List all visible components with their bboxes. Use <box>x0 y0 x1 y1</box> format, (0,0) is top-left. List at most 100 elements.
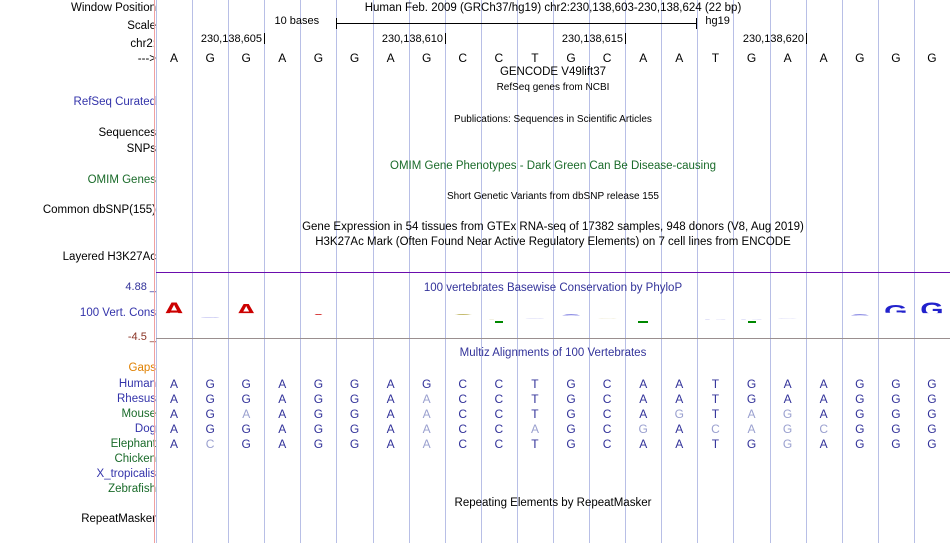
alignment-base: A <box>422 392 431 406</box>
alignment-base: A <box>170 437 179 451</box>
alignment-base: C <box>205 437 215 451</box>
alignment-base: A <box>386 407 395 421</box>
sequence-base: G <box>422 51 432 65</box>
alignment-base: G <box>566 407 576 421</box>
track-title-sequences[interactable]: Publications: Sequences in Scientific Ar… <box>454 114 652 125</box>
alignment-base: G <box>313 407 324 421</box>
alignment-base: T <box>711 437 720 451</box>
track-title-gencode[interactable]: GENCODE V49lift37 <box>499 66 607 78</box>
label-species-xtropicalis[interactable]: X_tropicalis <box>96 468 156 480</box>
alignment-base: A <box>386 392 395 406</box>
alignment-base: G <box>241 422 251 436</box>
gridline <box>300 0 301 543</box>
alignment-base: C <box>458 407 468 421</box>
alignment-base: G <box>205 422 215 436</box>
alignment-base: A <box>422 437 431 451</box>
conservation-letter-A: A <box>300 313 336 315</box>
alignment-base: T <box>711 377 720 391</box>
alignment-base: C <box>494 377 504 391</box>
scale-bar-label: 10 bases <box>274 15 320 27</box>
alignment-base: A <box>422 422 431 436</box>
alignment-base: A <box>278 392 287 406</box>
label-species-zebrafish[interactable]: Zebrafish <box>108 483 156 495</box>
alignment-base: T <box>531 407 539 421</box>
alignment-base: G <box>891 392 901 406</box>
alignment-base: G <box>891 422 901 436</box>
label-species-mouse[interactable]: Mouse <box>121 408 156 420</box>
track-title-gtex[interactable]: Gene Expression in 54 tissues from GTEx … <box>302 221 804 233</box>
label-species-rhesus[interactable]: Rhesus <box>117 393 156 405</box>
gridline <box>192 0 193 543</box>
label-strand-arrow: ---> <box>137 53 156 65</box>
label-layered-h3k27ac[interactable]: Layered H3K27Ac <box>62 251 156 263</box>
track-title-multiz[interactable]: Multiz Alignments of 100 Vertebrates <box>459 347 647 359</box>
label-repeatmasker[interactable]: RepeatMasker <box>81 513 156 525</box>
track-data-area[interactable]: Human Feb. 2009 (GRCh37/hg19) chr2:230,1… <box>156 0 950 543</box>
phylop-conservation-plot[interactable]: AGAACCGGCGGGAGGG <box>156 286 950 338</box>
track-title-phylop[interactable]: 100 vertebrates Basewise Conservation by… <box>423 282 683 294</box>
gridline <box>553 0 554 543</box>
sequence-base: T <box>711 51 720 65</box>
sequence-base: C <box>602 51 612 65</box>
alignment-base: G <box>241 392 251 406</box>
label-species-dog[interactable]: Dog <box>134 423 156 435</box>
label-omim-genes[interactable]: OMIM Genes <box>87 174 156 186</box>
label-100-vert-cons[interactable]: 100 Vert. Cons <box>79 307 156 319</box>
ruler-tick <box>264 33 265 44</box>
alignment-base: G <box>205 377 215 391</box>
alignment-base: G <box>927 407 937 421</box>
label-window-position: Window Position <box>70 2 156 14</box>
sequence-base: A <box>783 51 792 65</box>
alignment-base: G <box>349 377 360 391</box>
sequence-base: A <box>675 51 684 65</box>
alignment-base: G <box>349 407 360 421</box>
sequence-base: G <box>313 51 324 65</box>
track-title-dbsnp[interactable]: Short Genetic Variants from dbSNP releas… <box>447 191 659 202</box>
gridline <box>409 0 410 543</box>
alignment-base: G <box>241 377 251 391</box>
label-sequences[interactable]: Sequences <box>98 127 156 139</box>
label-common-dbsnp[interactable]: Common dbSNP(155) <box>42 204 156 216</box>
alignment-base: A <box>639 407 648 421</box>
track-title-h3k27ac[interactable]: H3K27Ac Mark (Often Found Near Active Re… <box>315 236 791 248</box>
sequence-base: C <box>494 51 504 65</box>
alignment-base: A <box>675 422 684 436</box>
alignment-base: T <box>711 392 720 406</box>
alignment-base: T <box>531 377 539 391</box>
gridline <box>445 0 446 543</box>
alignment-base: A <box>278 437 287 451</box>
ruler-label: 230,138,615 <box>561 33 623 45</box>
label-cons-axis-max: 4.88 _ <box>125 281 156 293</box>
ruler-tick <box>445 33 446 44</box>
label-species-human[interactable]: Human <box>118 378 156 390</box>
label-species-elephant[interactable]: Elephant <box>110 438 156 450</box>
gridline <box>878 0 879 543</box>
alignment-base: A <box>675 392 684 406</box>
alignment-base: C <box>458 377 468 391</box>
alignment-base: A <box>747 422 756 436</box>
sequence-base: G <box>927 51 937 65</box>
alignment-base: A <box>819 377 828 391</box>
track-title-refseq[interactable]: RefSeq genes from NCBI <box>496 82 610 93</box>
alignment-base: A <box>386 437 395 451</box>
gridline <box>481 0 482 543</box>
sequence-base: G <box>349 51 360 65</box>
track-separator-line <box>156 272 950 273</box>
track-title-repeatmasker[interactable]: Repeating Elements by RepeatMasker <box>454 497 652 509</box>
gridline <box>589 0 590 543</box>
conservation-negative-mark <box>747 321 756 323</box>
gridline <box>517 0 518 543</box>
alignment-base: G <box>566 437 576 451</box>
alignment-base: C <box>602 407 612 421</box>
label-species-chicken[interactable]: Chicken <box>114 453 156 465</box>
alignment-base: G <box>855 422 865 436</box>
label-refseq-curated[interactable]: RefSeq Curated <box>73 96 156 108</box>
label-snps[interactable]: SNPs <box>126 143 156 155</box>
track-title-omim[interactable]: OMIM Gene Phenotypes - Dark Green Can Be… <box>390 160 716 172</box>
